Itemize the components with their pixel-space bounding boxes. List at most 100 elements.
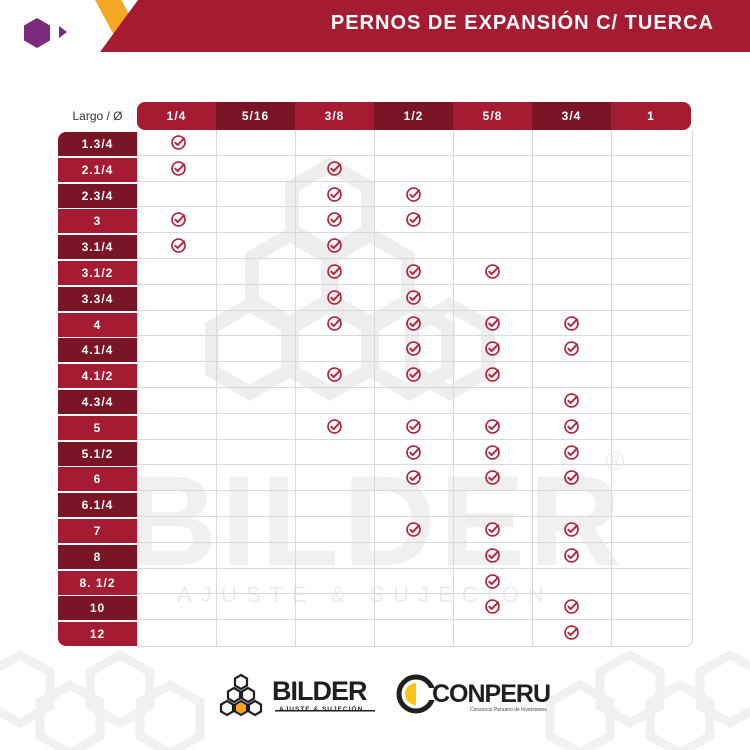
row-header: 7 — [58, 519, 137, 543]
table-cell — [612, 569, 691, 595]
table-cell — [533, 439, 612, 466]
check-circle-icon — [485, 367, 500, 382]
check-circle-icon — [406, 264, 421, 279]
table-cell — [138, 259, 217, 285]
bilder-logo-icon — [219, 673, 375, 717]
row-header: 1.3/4 — [58, 132, 137, 156]
table-cell — [454, 233, 533, 259]
check-circle-icon — [327, 289, 342, 305]
check-circle-icon — [485, 470, 500, 486]
table-cell — [375, 413, 454, 440]
table-cell — [296, 465, 375, 492]
table-cell — [138, 491, 217, 517]
check-circle-icon — [485, 522, 500, 537]
table-cell — [217, 517, 296, 543]
table-cell — [454, 259, 533, 285]
row-header: 3.3/4 — [58, 286, 137, 311]
table-cell — [296, 388, 375, 414]
table-cell — [533, 388, 612, 414]
table-cell — [138, 388, 217, 414]
table-cell — [533, 336, 612, 363]
table-cell — [533, 155, 612, 182]
table-cell — [138, 465, 217, 492]
table-cell — [138, 568, 217, 595]
table-cell — [296, 336, 375, 363]
check-circle-icon — [327, 160, 342, 176]
table-cell — [296, 542, 375, 569]
table-cell — [217, 439, 296, 466]
table-cell — [533, 181, 612, 208]
table-cell — [375, 439, 454, 466]
table-cell — [217, 491, 296, 517]
table-cell — [612, 440, 691, 466]
table-cell — [375, 233, 454, 259]
table-cell — [138, 181, 217, 208]
table-cell — [454, 207, 533, 234]
table-cell — [533, 233, 612, 259]
table-cell — [296, 439, 375, 466]
table-cell — [296, 362, 375, 388]
table-cell — [375, 620, 454, 646]
row-header: 8 — [58, 544, 137, 569]
table-cell — [612, 285, 691, 311]
table-cell — [296, 310, 375, 337]
check-circle-icon — [327, 238, 342, 253]
column-header: 3/4 — [532, 102, 611, 130]
table-cell — [217, 620, 296, 646]
table-cell — [454, 465, 533, 492]
check-circle-icon — [406, 418, 421, 434]
check-circle-icon — [485, 444, 500, 460]
table-cell — [612, 517, 691, 543]
table-cell — [296, 259, 375, 285]
table-cell — [138, 310, 217, 337]
check-circle-icon — [564, 547, 579, 563]
check-circle-icon — [485, 341, 500, 357]
table-cell — [138, 594, 217, 621]
column-header: 1 — [611, 102, 691, 130]
check-circle-icon — [327, 418, 342, 434]
table-cell — [454, 542, 533, 569]
check-circle-icon — [564, 315, 579, 331]
row-header: 4 — [58, 312, 137, 337]
table-cell — [533, 362, 612, 388]
table-cell — [612, 388, 691, 414]
table-cell — [138, 233, 217, 259]
table-cell — [612, 336, 691, 363]
table-cell — [375, 310, 454, 337]
table-cell — [612, 130, 691, 156]
table-cell — [375, 181, 454, 208]
table-cell — [296, 620, 375, 646]
table-cell — [296, 284, 375, 311]
row-header: 3.1/2 — [58, 261, 137, 285]
footer-hex-pattern — [0, 650, 750, 750]
check-circle-icon — [327, 367, 342, 382]
hexagon-icon — [24, 18, 50, 48]
table-cell — [612, 207, 691, 234]
table-cell — [612, 182, 691, 208]
table-cell — [533, 413, 612, 440]
table-cell — [454, 388, 533, 414]
row-header: 8. 1/2 — [58, 570, 137, 595]
row-header: 3.1/4 — [58, 235, 137, 260]
table-cell — [533, 568, 612, 595]
table-cell — [217, 568, 296, 595]
check-circle-icon — [406, 341, 421, 357]
table-cell — [138, 207, 217, 234]
table-cell — [454, 413, 533, 440]
table-cell — [375, 155, 454, 182]
table-cell — [217, 233, 296, 259]
table-cell — [533, 259, 612, 285]
table-cell — [375, 207, 454, 234]
table-cell — [138, 284, 217, 311]
check-circle-icon — [485, 315, 500, 331]
check-circle-icon — [564, 599, 579, 615]
table-cell — [375, 336, 454, 363]
check-circle-icon — [485, 264, 500, 279]
table-cell — [375, 568, 454, 595]
row-header: 4.1/2 — [58, 364, 137, 389]
table-cell — [375, 388, 454, 414]
table-cell — [533, 310, 612, 337]
table-cell — [533, 284, 612, 311]
table-cell — [296, 517, 375, 543]
table-cell — [375, 465, 454, 492]
